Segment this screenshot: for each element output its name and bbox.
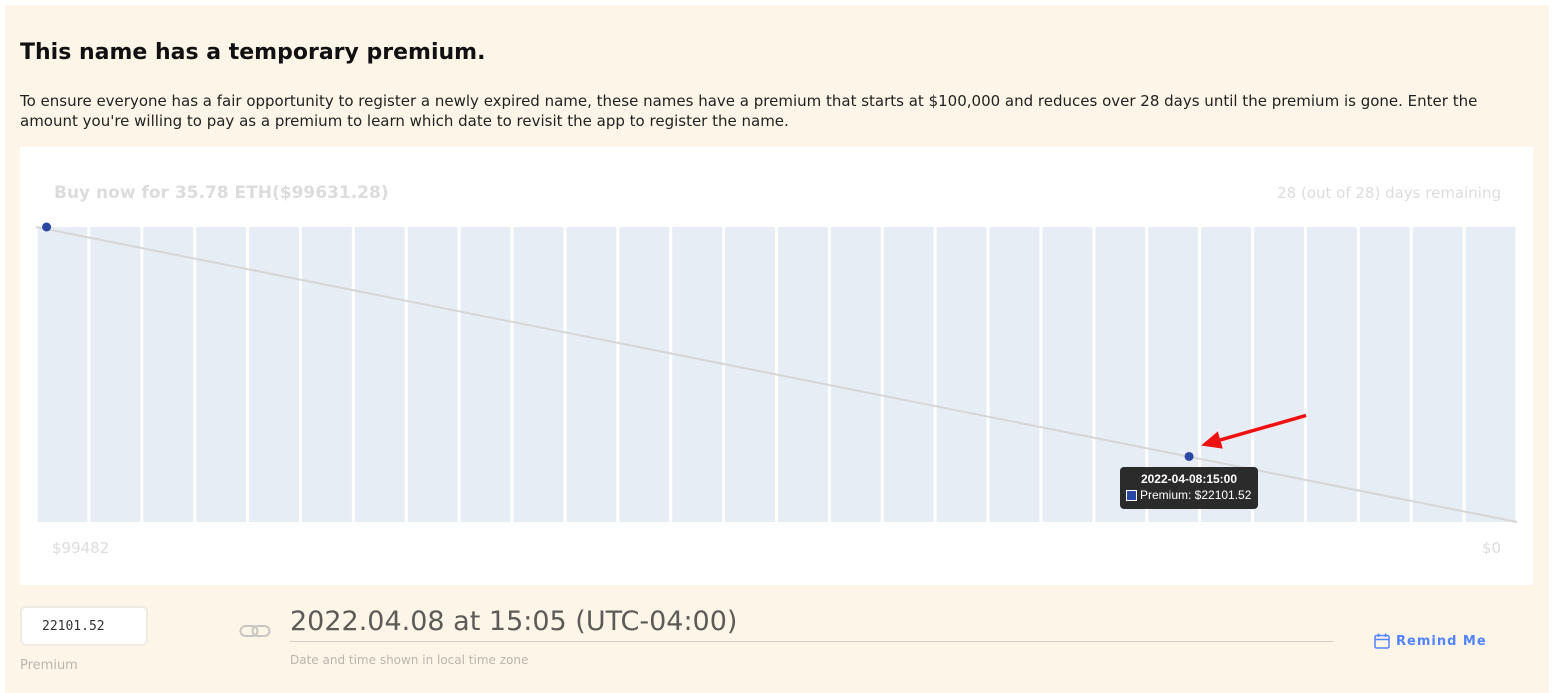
day-band: [725, 227, 775, 522]
day-band: [1254, 227, 1304, 522]
remind-me-button[interactable]: Remind Me: [1374, 630, 1487, 652]
y-end-label: $0: [1481, 539, 1501, 557]
data-point: [1184, 451, 1194, 461]
day-band: [407, 227, 458, 522]
day-band: [830, 227, 881, 522]
arrow-head: [1201, 431, 1223, 449]
chart-tooltip: 2022-04-08:15:00 Premium: $22101.52: [1120, 467, 1258, 509]
data-point: [42, 222, 52, 232]
date-underline: [290, 641, 1333, 642]
day-band: [354, 227, 405, 522]
y-start-label: $99482: [52, 539, 110, 557]
day-band: [566, 227, 617, 522]
day-band: [936, 227, 987, 522]
premium-label: Premium: [20, 658, 78, 673]
timezone-note: Date and time shown in local time zone: [290, 653, 529, 667]
premium-description: To ensure everyone has a fair opportunit…: [20, 92, 1478, 130]
tooltip-value: Premium: $22101.52: [1140, 488, 1252, 502]
premium-panel: This name has a temporary premium. To en…: [5, 5, 1549, 693]
chart-plot: [35, 222, 1518, 523]
day-band: [249, 227, 299, 522]
arrow-shaft: [1219, 413, 1307, 442]
day-band: [619, 227, 670, 522]
day-band: [37, 227, 88, 522]
tooltip-swatch: [1126, 490, 1137, 501]
tooltip-date: 2022-04-08:15:00: [1140, 472, 1238, 486]
page-title: This name has a temporary premium.: [20, 40, 486, 65]
day-band: [778, 227, 828, 522]
day-band: [143, 227, 194, 522]
day-band: [460, 227, 511, 522]
day-band: [1465, 227, 1516, 522]
day-band: [90, 227, 141, 522]
link-icon[interactable]: [239, 623, 271, 643]
day-band: [883, 227, 934, 522]
target-date-display: 2022.04.08 at 15:05 (UTC-04:00): [290, 606, 738, 637]
premium-input[interactable]: [20, 606, 148, 646]
day-band: [196, 227, 247, 522]
days-remaining-label: 28 (out of 28) days remaining: [1277, 184, 1501, 202]
day-band: [1306, 227, 1357, 522]
annotation-arrow: [1201, 413, 1307, 449]
day-band: [513, 227, 564, 522]
day-band: [1359, 227, 1410, 522]
day-band: [672, 227, 723, 522]
day-band: [1042, 227, 1093, 522]
day-band: [1412, 227, 1463, 522]
premium-chart: Buy now for 35.78 ETH($99631.28) 28 (out…: [20, 147, 1533, 585]
buy-now-label: Buy now for 35.78 ETH($99631.28): [54, 183, 389, 203]
premium-line: [35, 226, 1518, 523]
day-band: [989, 227, 1040, 522]
calendar-icon: [1374, 633, 1390, 649]
day-band: [301, 227, 352, 522]
remind-me-label: Remind Me: [1396, 633, 1487, 649]
